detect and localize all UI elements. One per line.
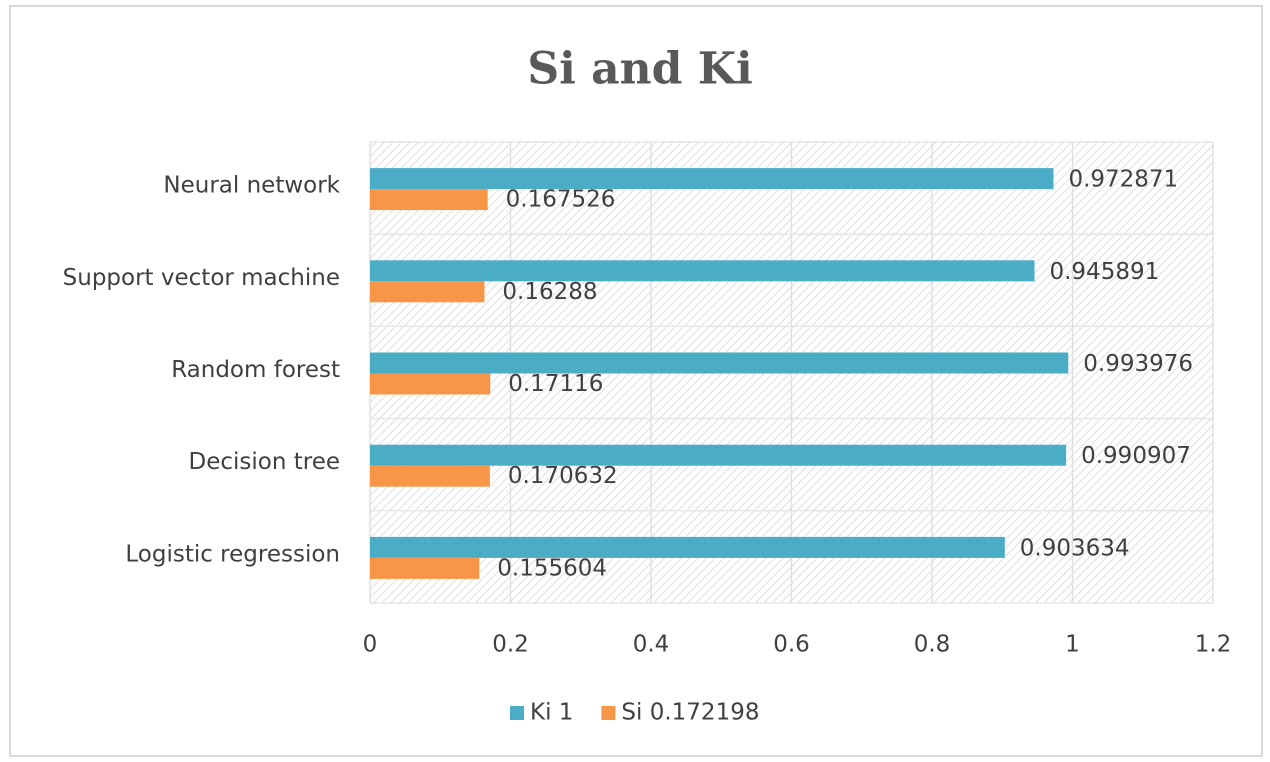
data-label: 0.945891 <box>1049 259 1159 285</box>
x-tick-label: 0.6 <box>773 632 810 658</box>
bar <box>370 168 1054 190</box>
x-tick-label: 0.8 <box>914 632 951 658</box>
data-label: 0.17116 <box>508 371 603 397</box>
chart-title: Si and Ki <box>527 44 752 95</box>
x-tick-label: 0.2 <box>492 632 529 658</box>
legend-label: Si 0.172198 <box>621 700 759 726</box>
bar <box>370 373 491 395</box>
data-label: 0.155604 <box>497 555 607 581</box>
data-label: 0.16288 <box>502 279 597 305</box>
legend-swatch <box>601 706 616 720</box>
bar <box>370 465 490 487</box>
bar <box>370 557 480 579</box>
bar <box>370 189 488 211</box>
y-tick-label: Decision tree <box>189 449 341 475</box>
bar <box>370 281 485 303</box>
x-tick-label: 1 <box>1065 632 1080 658</box>
data-label: 0.972871 <box>1068 167 1178 193</box>
legend-swatch <box>510 706 524 720</box>
bar <box>370 536 1005 558</box>
bar <box>370 260 1035 282</box>
data-label: 0.167526 <box>506 187 616 213</box>
x-tick-label: 0.4 <box>633 632 670 658</box>
x-tick-label: 1.2 <box>1195 632 1232 658</box>
x-tick-label: 0 <box>363 632 378 658</box>
bar <box>370 352 1069 374</box>
data-label: 0.990907 <box>1081 443 1191 469</box>
data-label: 0.993976 <box>1083 351 1193 377</box>
y-tick-label: Logistic regression <box>125 541 340 567</box>
data-label: 0.903634 <box>1020 535 1130 561</box>
y-tick-label: Random forest <box>171 357 340 383</box>
legend-label: Ki 1 <box>530 700 573 726</box>
bar <box>370 444 1067 466</box>
y-tick-label: Neural network <box>163 173 340 199</box>
y-tick-label: Support vector machine <box>63 265 340 291</box>
data-label: 0.170632 <box>508 463 618 489</box>
